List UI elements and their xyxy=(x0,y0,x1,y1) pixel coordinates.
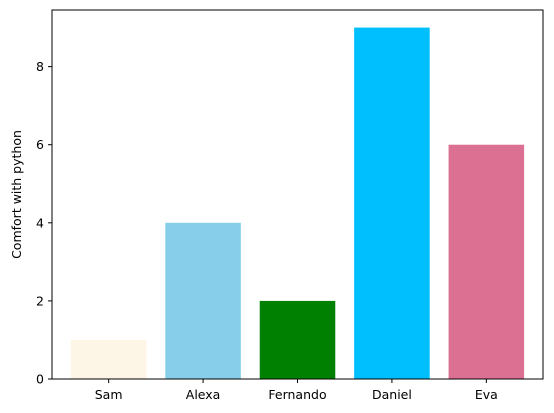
bar-alexa xyxy=(165,222,241,379)
x-tick-label: Alexa xyxy=(186,387,221,402)
y-axis: 0 2 4 6 8 xyxy=(36,59,52,387)
bar-eva xyxy=(448,144,525,379)
y-axis-label: Comfort with python xyxy=(9,130,24,259)
x-tick-label: Daniel xyxy=(372,387,412,402)
x-axis: Sam Alexa Fernando Daniel Eva xyxy=(95,379,498,402)
y-tick-label: 2 xyxy=(36,293,44,308)
y-tick-label: 6 xyxy=(36,137,44,152)
y-tick-label: 8 xyxy=(36,59,44,74)
y-tick-label: 0 xyxy=(36,372,44,387)
bar-sam xyxy=(70,339,147,379)
x-tick-label: Eva xyxy=(475,387,498,402)
y-tick-label: 4 xyxy=(36,215,44,230)
x-tick-label: Fernando xyxy=(268,387,326,402)
bars-group xyxy=(70,27,525,379)
bar-daniel xyxy=(354,27,430,379)
bar-fernando xyxy=(259,300,336,379)
x-tick-label: Sam xyxy=(95,387,123,402)
